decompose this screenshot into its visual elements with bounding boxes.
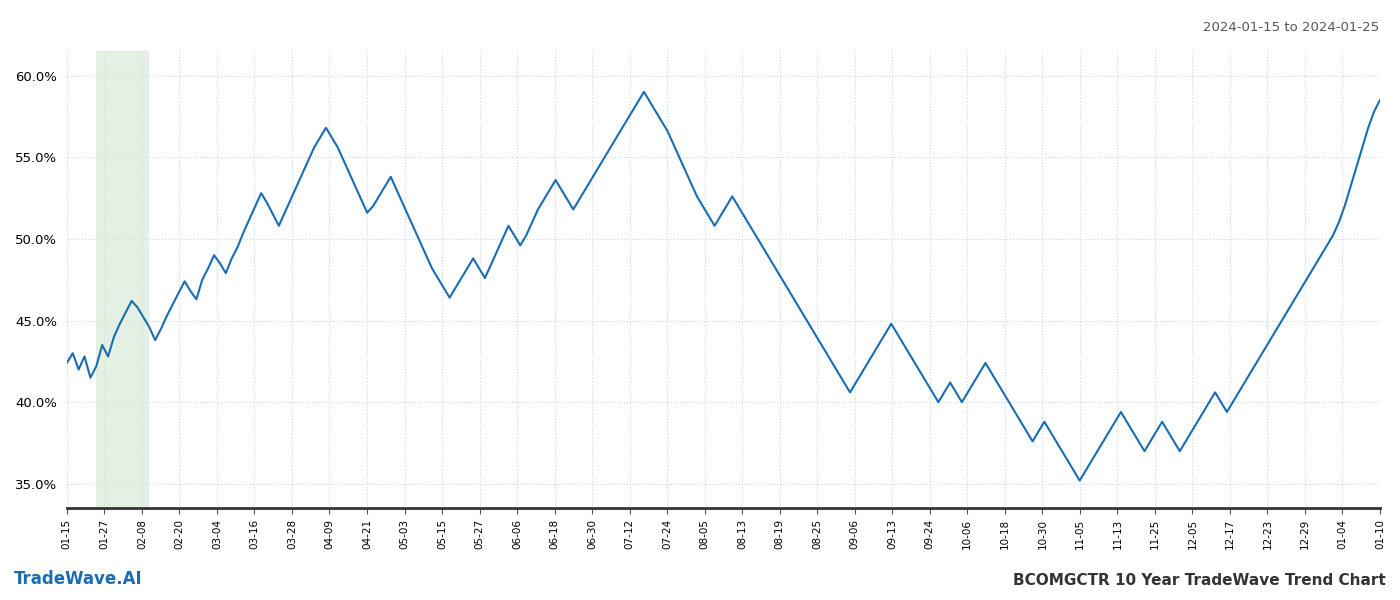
Text: 2024-01-15 to 2024-01-25: 2024-01-15 to 2024-01-25 <box>1203 21 1379 34</box>
Bar <box>97 51 150 508</box>
Text: TradeWave.AI: TradeWave.AI <box>14 570 143 588</box>
Text: BCOMGCTR 10 Year TradeWave Trend Chart: BCOMGCTR 10 Year TradeWave Trend Chart <box>1014 573 1386 588</box>
